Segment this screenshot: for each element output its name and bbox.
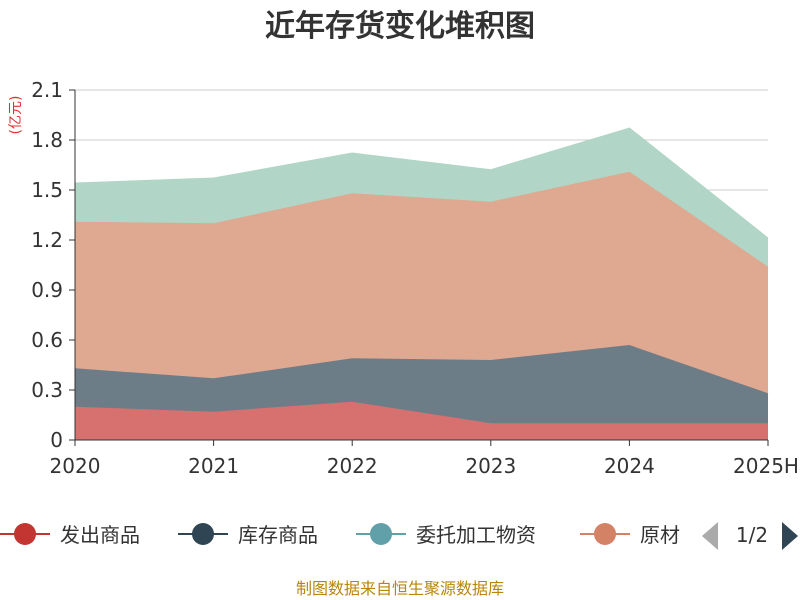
stacked-areas (74, 127, 769, 440)
legend-marker (192, 523, 214, 545)
area-0-fill (75, 401, 768, 440)
x-tick-label: 2023 (465, 454, 516, 478)
y-tick-label: 1.2 (31, 228, 63, 252)
legend: 发出商品 库存商品 委托加工物资 原材 1/2 (0, 522, 798, 550)
legend-marker (14, 523, 36, 545)
legend-marker (594, 523, 616, 545)
x-tick-label: 2024 (604, 454, 655, 478)
area-2-fill (75, 171, 768, 394)
legend-marker (370, 523, 392, 545)
x-tick-label: 2020 (50, 454, 101, 478)
chart-title: 近年存货变化堆积图 (265, 9, 535, 44)
legend-label: 发出商品 (60, 523, 140, 547)
x-tick-label: 2021 (188, 454, 239, 478)
y-tick-label: 0.9 (31, 278, 63, 302)
y-tick-label: 2.1 (31, 78, 63, 102)
y-axis-unit: (亿元) (8, 96, 24, 135)
area-3-line (74, 127, 769, 239)
area-1-fill (75, 345, 768, 424)
x-tick-label: 2022 (327, 454, 378, 478)
legend-item-0[interactable]: 发出商品 (0, 523, 140, 547)
x-tick-label: 2025H (733, 454, 799, 478)
legend-page-indicator: 1/2 (736, 523, 768, 547)
footer-source: 制图数据来自恒生聚源数据库 (296, 579, 504, 598)
legend-label: 原材 (640, 523, 680, 547)
legend-label: 库存商品 (238, 523, 318, 547)
area-3-fill (75, 128, 768, 267)
axes: 0 0.3 0.6 0.9 1.2 1.5 1.8 2.1 2020 2021 2022 2023 20… (31, 78, 799, 478)
legend-item-3[interactable]: 原材 (580, 523, 680, 547)
legend-item-2[interactable]: 委托加工物资 (356, 523, 536, 547)
legend-next-arrow-icon[interactable] (782, 522, 798, 550)
y-tick-label: 1.8 (31, 128, 63, 152)
y-tick-label: 1.5 (31, 178, 63, 202)
legend-item-1[interactable]: 库存商品 (178, 523, 318, 547)
legend-label: 委托加工物资 (416, 523, 536, 547)
y-tick-label: 0 (50, 428, 63, 452)
y-tick-label: 0.3 (31, 378, 63, 402)
legend-prev-arrow-icon[interactable] (702, 522, 718, 550)
y-tick-label: 0.6 (31, 328, 63, 352)
